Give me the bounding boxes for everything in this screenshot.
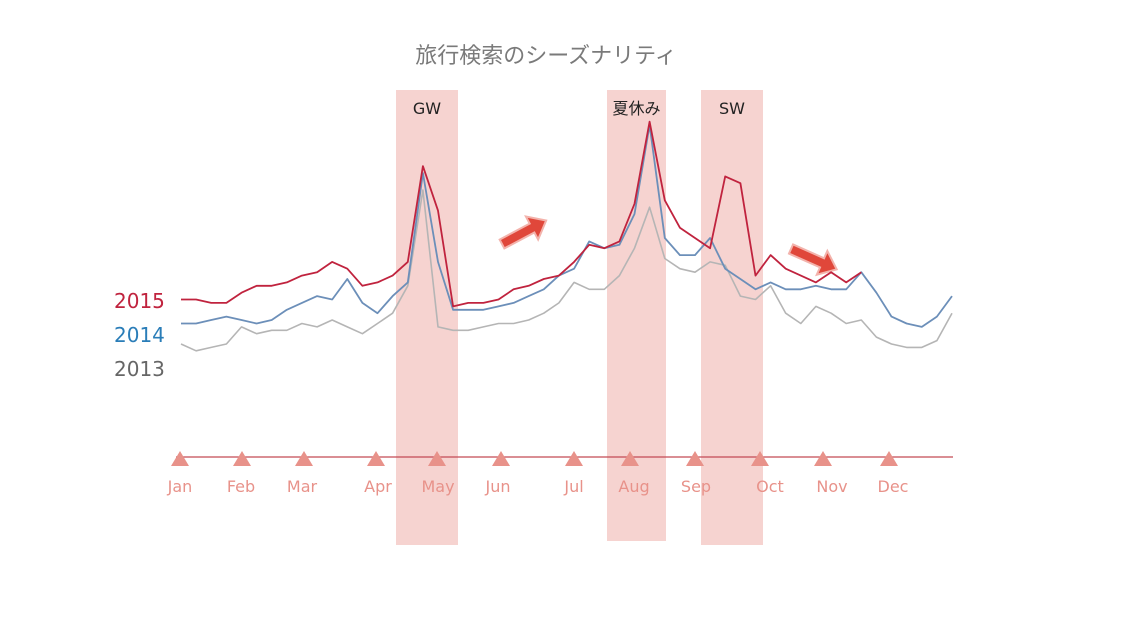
arrow-shape	[787, 243, 839, 277]
chart-title: 旅行検索のシーズナリティ	[415, 44, 677, 69]
series-line-2014	[181, 124, 953, 328]
month-marker-icon	[686, 451, 704, 466]
month-tick-label: Apr	[364, 477, 392, 496]
month-marker-icon	[880, 451, 898, 466]
series-legend: 2015 2014 2013	[114, 289, 165, 381]
series-line-2015	[181, 120, 862, 308]
month-tick-label: Jul	[563, 477, 583, 496]
season-band-label: 夏休み	[612, 99, 660, 118]
month-marker-icon	[171, 451, 189, 466]
season-bands: GW 夏休み SW	[396, 90, 763, 545]
month-marker-icon	[492, 451, 510, 466]
month-tick-label: Sep	[681, 477, 711, 496]
month-marker-icon	[621, 451, 639, 466]
month-marker-icon	[367, 451, 385, 466]
legend-label-2013: 2013	[114, 357, 165, 381]
season-band	[396, 90, 458, 545]
month-tick-label: Mar	[287, 477, 318, 496]
month-axis: Jan Feb Mar Apr May Jun Jul Aug Sep Oct Nov Dec	[167, 451, 953, 496]
month-marker-icon	[428, 451, 446, 466]
trend-arrows	[498, 215, 839, 277]
month-marker-icon	[751, 451, 769, 466]
month-tick-label: Feb	[227, 477, 255, 496]
month-tick-label: Nov	[816, 477, 847, 496]
month-tick-label: Oct	[756, 477, 784, 496]
month-marker-icon	[814, 451, 832, 466]
legend-label-2014: 2014	[114, 323, 165, 347]
season-band-label: SW	[719, 99, 745, 118]
trend-arrow-down-icon	[787, 243, 839, 277]
month-tick-label: Jan	[167, 477, 193, 496]
arrow-shape	[498, 215, 548, 250]
month-tick-label: May	[421, 477, 454, 496]
season-band	[701, 90, 763, 545]
season-band-label: GW	[413, 99, 441, 118]
month-marker-icon	[295, 451, 313, 466]
month-tick-label: Jun	[485, 477, 511, 496]
legend-label-2015: 2015	[114, 289, 165, 313]
trend-arrow-up-icon	[498, 215, 548, 250]
month-marker-icon	[233, 451, 251, 466]
series-lines	[180, 120, 953, 352]
month-tick-label: Dec	[878, 477, 909, 496]
month-tick-label: Aug	[618, 477, 649, 496]
month-marker-icon	[565, 451, 583, 466]
series-line-2013	[180, 189, 953, 352]
